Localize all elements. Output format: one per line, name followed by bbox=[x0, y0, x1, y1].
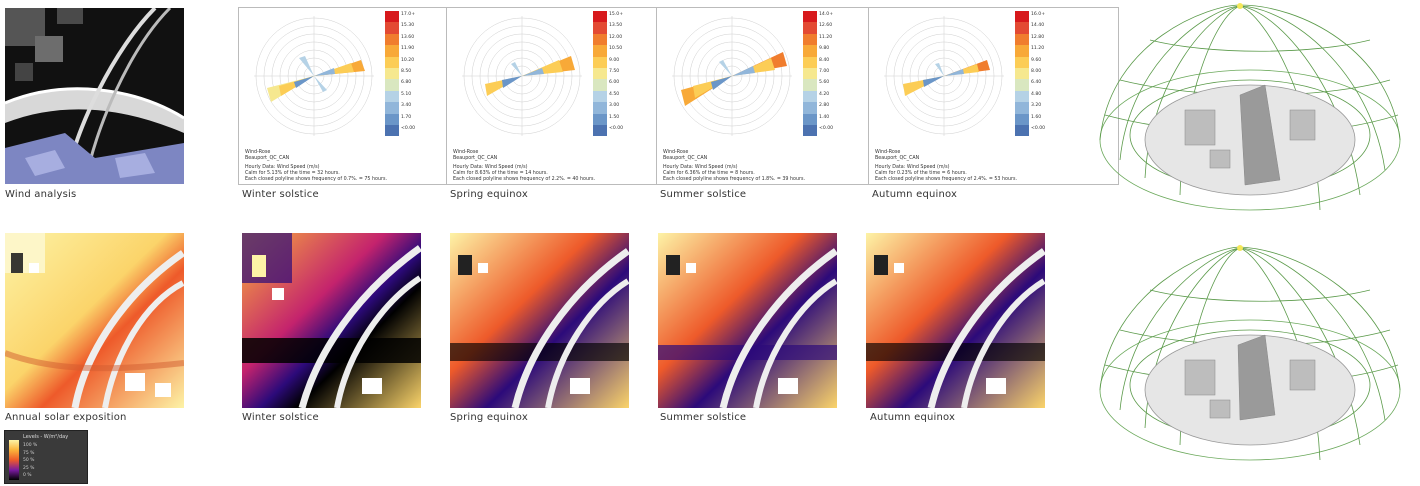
wind-speed-colorbar bbox=[1015, 11, 1029, 137]
colorbar-tick-labels: 15.0+ 13.50 12.00 10.50 9.00 7.50 6.00 4.50 3.00… bbox=[609, 12, 624, 131]
caption-top-spring: Spring equinox bbox=[450, 189, 528, 200]
colorbar-tick-labels: 16.0+ 14.40 12.80 11.20 9.60 8.00 6.40 4.80 3.20… bbox=[1031, 12, 1046, 131]
caption-bottom-spring: Spring equinox bbox=[450, 412, 528, 423]
wind-analysis-image bbox=[5, 8, 184, 184]
wind-rose-plot bbox=[884, 16, 1004, 136]
solar-map-spring bbox=[450, 233, 629, 408]
wind-speed-colorbar bbox=[385, 11, 399, 137]
caption-top-autumn: Autumn equinox bbox=[872, 189, 958, 200]
sun-path-diagrams bbox=[1099, 3, 1401, 461]
legend-rows: 100 % 75 % 50 % 25 % 0 % bbox=[23, 443, 38, 478]
wind-rose-info: Wind-Rose Beauport_QC_CAN Hourly Data: Wi… bbox=[663, 150, 806, 182]
wind-rose-plot bbox=[672, 16, 792, 136]
wind-rose-plot bbox=[462, 16, 582, 136]
caption-bottom-summer: Summer solstice bbox=[660, 412, 747, 423]
solar-map-annual bbox=[5, 233, 184, 408]
wind-rose-autumn: 16.0+ 14.40 12.80 11.20 9.60 8.00 6.40 4.80 3.20… bbox=[868, 7, 1119, 185]
colorbar-tick-labels: 14.0+ 12.60 11.20 9.80 8.40 7.00 5.60 4.20 2.80 1… bbox=[819, 12, 834, 131]
legend-title: Levels - W/m²/day bbox=[23, 434, 69, 440]
solar-legend: Levels - W/m²/day 100 % 75 % 50 % 25 % 0 % bbox=[4, 430, 88, 484]
wind-rose-info: Wind-Rose Beauport_QC_CAN Hourly Data: Wi… bbox=[453, 150, 596, 182]
colorbar-tick-labels: 17.0+ 15.30 13.60 11.90 10.20 8.50 6.80 5.10 3.4… bbox=[401, 12, 416, 131]
wind-speed-colorbar bbox=[593, 11, 607, 137]
legend-color-scale bbox=[9, 440, 19, 480]
solar-map-autumn bbox=[866, 233, 1045, 408]
wind-rose-info: Wind-Rose Beauport_QC_CAN Hourly Data: Wi… bbox=[245, 150, 388, 182]
caption-wind-analysis: Wind analysis bbox=[5, 189, 77, 200]
caption-top-winter: Winter solstice bbox=[242, 189, 319, 200]
solar-map-summer bbox=[658, 233, 837, 408]
wind-speed-colorbar bbox=[803, 11, 817, 137]
caption-top-summer: Summer solstice bbox=[660, 189, 747, 200]
solar-map-winter bbox=[242, 233, 421, 408]
wind-rose-spring: 15.0+ 13.50 12.00 10.50 9.00 7.50 6.00 4.50 3.00… bbox=[446, 7, 697, 185]
sun-marker-top bbox=[1237, 3, 1243, 9]
sun-marker-bottom bbox=[1237, 245, 1243, 251]
wind-rose-plot bbox=[254, 16, 374, 136]
caption-bottom-autumn: Autumn equinox bbox=[870, 412, 956, 423]
wind-rose-summer: 14.0+ 12.60 11.20 9.80 8.40 7.00 5.60 4.20 2.80 1… bbox=[656, 7, 907, 185]
caption-annual-solar: Annual solar exposition bbox=[5, 412, 127, 423]
caption-bottom-winter: Winter solstice bbox=[242, 412, 319, 423]
wind-rose-info: Wind-Rose Beauport_QC_CAN Hourly Data: Wi… bbox=[875, 150, 1018, 182]
